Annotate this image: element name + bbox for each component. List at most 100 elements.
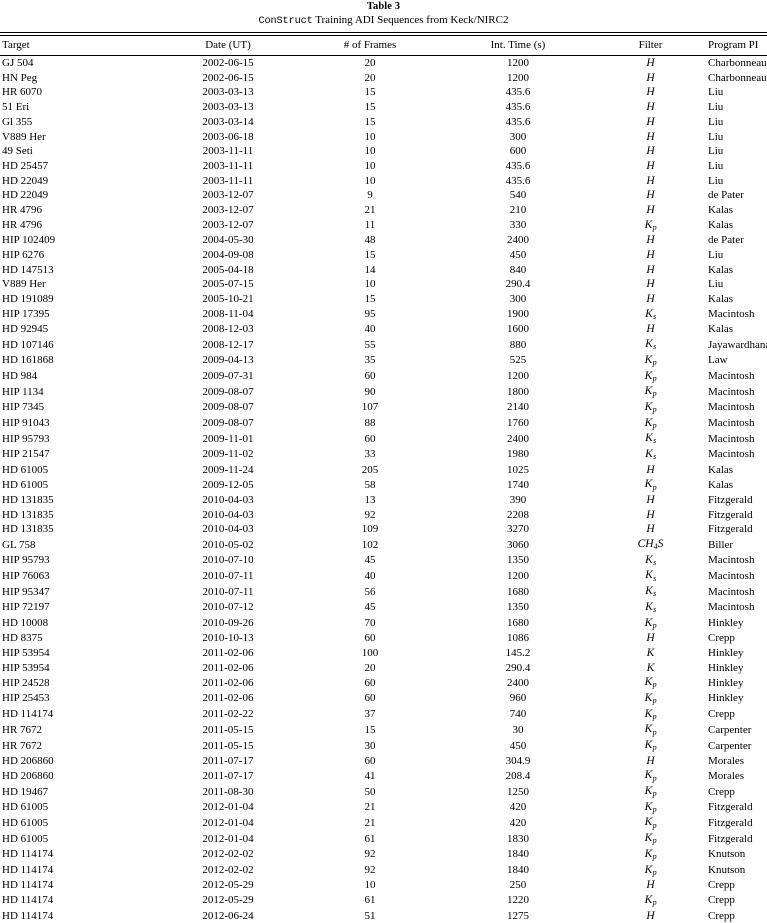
cell-filter: Kp xyxy=(644,400,657,415)
column-header-filter: Filter xyxy=(638,38,663,51)
cell-date: 2012-05-29 xyxy=(202,894,254,907)
cell-pi: Jayawardhana xyxy=(708,338,767,351)
table-row: HD 61005 2012-01-04 21 420 Kp Fitzgerald xyxy=(0,815,767,831)
table-row: HD 131835 2010-04-03 92 2208 H Fitzgerald xyxy=(0,508,767,523)
cell-time: 960 xyxy=(509,692,527,705)
cell-pi: Liu xyxy=(708,86,724,99)
cell-frames: 20 xyxy=(364,661,376,674)
table-title: ConStruct Training ADI Sequences from Ke… xyxy=(0,13,767,28)
cell-filter: H xyxy=(646,189,655,202)
cell-pi: Liu xyxy=(708,145,724,158)
cell-target: 51 Eri xyxy=(2,101,30,114)
cell-pi: Macintosh xyxy=(708,385,755,398)
cell-time: 290.4 xyxy=(505,278,531,291)
table-row: HD 131835 2010-04-03 13 390 H Fitzgerald xyxy=(0,493,767,508)
cell-target: V889 Her xyxy=(2,130,46,143)
cell-time: 1200 xyxy=(507,71,529,84)
cell-time: 1840 xyxy=(507,848,529,861)
cell-pi: Hinkley xyxy=(708,692,744,705)
cell-time: 390 xyxy=(509,494,527,507)
cell-filter: H xyxy=(646,234,655,247)
cell-filter: Kp xyxy=(644,218,657,232)
cell-pi: Macintosh xyxy=(708,401,755,414)
cell-frames: 40 xyxy=(364,569,376,582)
cell-filter: Kp xyxy=(644,353,657,368)
cell-frames: 60 xyxy=(364,632,376,645)
cell-pi: Crepp xyxy=(708,879,735,892)
column-header-target: Target xyxy=(2,38,30,51)
cell-pi: Macintosh xyxy=(708,601,755,614)
cell-target: HIP 21547 xyxy=(2,448,50,461)
cell-target: HIP 6276 xyxy=(2,249,45,262)
cell-filter: Kp xyxy=(644,863,657,877)
cell-time: 1680 xyxy=(507,585,529,598)
table-row: HIP 95347 2010-07-11 56 1680 Ks Macintosh xyxy=(0,584,767,600)
cell-filter: H xyxy=(646,632,655,645)
cell-date: 2010-10-13 xyxy=(202,632,254,645)
cell-filter: Kp xyxy=(644,723,657,737)
cell-date: 2009-11-24 xyxy=(202,463,254,476)
table-row: HD 114174 2012-02-02 92 1840 Kp Knutson xyxy=(0,847,767,863)
column-header-date: Date (UT) xyxy=(205,38,251,51)
cell-target: HD 114174 xyxy=(2,909,54,922)
table-row: HIP 72197 2010-07-12 45 1350 Ks Macintosh xyxy=(0,600,767,616)
cell-pi: Macintosh xyxy=(708,569,755,582)
table-row: HR 7672 2011-05-15 30 450 Kp Carpenter xyxy=(0,738,767,754)
cell-frames: 109 xyxy=(361,523,379,536)
cell-frames: 102 xyxy=(361,538,379,551)
cell-frames: 61 xyxy=(364,894,376,907)
cell-filter: H xyxy=(646,145,655,158)
table-row: GL 758 2010-05-02 102 3060 CH4S Biller xyxy=(0,537,767,553)
cell-pi: Morales xyxy=(708,769,745,782)
cell-time: 525 xyxy=(509,354,527,367)
cell-pi: Kalas xyxy=(708,263,734,276)
cell-frames: 10 xyxy=(364,159,376,172)
cell-pi: Carpenter xyxy=(708,739,752,752)
cell-target: HD 114174 xyxy=(2,708,54,721)
cell-target: GJ 504 xyxy=(2,57,34,70)
cell-date: 2003-06-18 xyxy=(202,130,254,143)
cell-time: 540 xyxy=(509,189,527,202)
cell-filter: H xyxy=(646,71,655,84)
cell-frames: 56 xyxy=(364,585,376,598)
cell-pi: Liu xyxy=(708,159,724,172)
cell-filter: Ks xyxy=(645,553,657,567)
cell-pi: Charbonneau xyxy=(708,57,767,70)
cell-filter: H xyxy=(646,203,655,216)
cell-date: 2009-08-07 xyxy=(202,401,254,414)
cell-target: HR 4796 xyxy=(2,219,43,232)
cell-time: 1025 xyxy=(507,463,529,476)
cell-filter: Ks xyxy=(645,307,657,321)
cell-frames: 88 xyxy=(364,417,376,430)
cell-pi: Crepp xyxy=(708,632,735,645)
table-row: HIP 21547 2009-11-02 33 1980 Ks Macintosh xyxy=(0,447,767,463)
cell-date: 2012-05-29 xyxy=(202,879,254,892)
cell-filter: H xyxy=(646,249,655,262)
cell-frames: 15 xyxy=(364,115,376,128)
header-row: Target Date (UT) # of Frames Int. Time (… xyxy=(0,36,767,56)
cell-frames: 15 xyxy=(364,86,376,99)
cell-frames: 10 xyxy=(364,145,376,158)
cell-time: 2400 xyxy=(507,234,529,247)
cell-target: HD 114174 xyxy=(2,879,54,892)
cell-target: HIP 95347 xyxy=(2,585,50,598)
table-header: Target Date (UT) # of Frames Int. Time (… xyxy=(0,36,767,56)
cell-time: 1220 xyxy=(507,894,529,907)
cell-frames: 37 xyxy=(364,708,376,721)
cell-pi: Fitzgerald xyxy=(708,801,753,814)
table-row: HD 984 2009-07-31 60 1200 Kp Macintosh xyxy=(0,369,767,385)
cell-pi: Fitzgerald xyxy=(708,523,753,536)
cell-date: 2009-08-07 xyxy=(202,417,254,430)
cell-filter: H xyxy=(646,523,655,536)
cell-filter: K xyxy=(646,661,655,674)
table-row: HIP 91043 2009-08-07 88 1760 Kp Macintosh xyxy=(0,416,767,432)
cell-date: 2003-11-11 xyxy=(202,159,254,172)
table-row: V889 Her 2003-06-18 10 300 H Liu xyxy=(0,130,767,145)
table-row: HD 114174 2012-05-29 61 1220 Kp Crepp xyxy=(0,893,767,909)
cell-time: 435.6 xyxy=(505,174,531,187)
cell-filter: Kp xyxy=(644,385,657,399)
table-row: HD 19467 2011-08-30 50 1250 Kp Crepp xyxy=(0,784,767,800)
table-row: HD 114174 2011-02-22 37 740 Kp Crepp xyxy=(0,707,767,723)
cell-time: 435.6 xyxy=(505,101,531,114)
